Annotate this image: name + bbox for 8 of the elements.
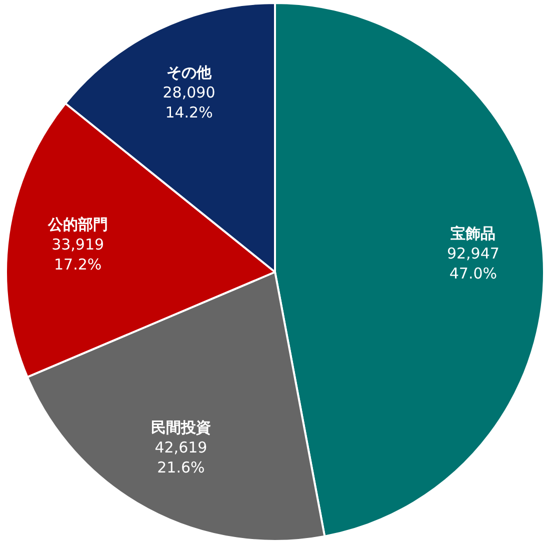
data-label: 28,090 14.2% <box>162 83 216 122</box>
slice-label: 民間投資 <box>150 418 211 436</box>
data-label: 33,919 17.2% <box>52 236 104 274</box>
data-label: 42,619 21.6% <box>154 438 208 476</box>
slice-label: 公的部門 <box>46 216 108 234</box>
slice-label: その他 <box>166 63 213 82</box>
slice-label: 宝飾品 <box>450 224 496 243</box>
data-label: 92,947 47.0% <box>446 244 500 283</box>
